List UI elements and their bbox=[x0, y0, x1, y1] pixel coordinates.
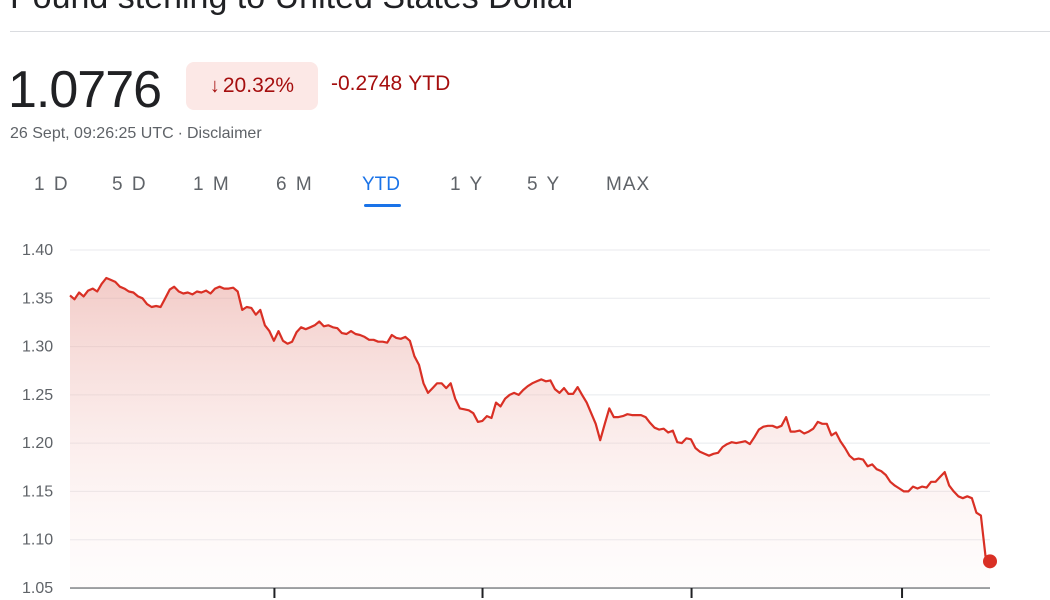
change-period: YTD bbox=[408, 72, 451, 95]
change-percent-badge: ↓ 20.32% bbox=[186, 62, 318, 110]
y-tick-label: 1.20 bbox=[22, 435, 53, 452]
current-price: 1.0776 bbox=[8, 61, 162, 119]
title-divider bbox=[10, 31, 1050, 32]
price-chart[interactable]: 1.40 1.35 1.30 1.25 1.20 1.15 1.10 1.05 bbox=[0, 230, 1050, 600]
y-tick-label: 1.15 bbox=[22, 483, 53, 500]
range-tabs: 1 D 5 D 1 M 6 M YTD 1 Y 5 Y MAX bbox=[0, 174, 700, 210]
tab-1d[interactable]: 1 D bbox=[34, 174, 70, 195]
down-arrow-icon: ↓ bbox=[209, 74, 220, 97]
y-tick-label: 1.35 bbox=[22, 290, 53, 307]
y-tick-label: 1.30 bbox=[22, 339, 53, 356]
page-title: Pound sterling to United States Dollar bbox=[10, 0, 577, 17]
y-tick-label: 1.10 bbox=[22, 532, 53, 549]
change-percent: 20.32% bbox=[222, 74, 295, 97]
y-tick-label: 1.05 bbox=[22, 580, 53, 597]
y-tick-label: 1.40 bbox=[22, 242, 53, 259]
tab-6m[interactable]: 6 M bbox=[276, 174, 314, 195]
timestamp-line: 26 Sept, 09:26:25 UTC · Disclaimer bbox=[10, 125, 262, 143]
x-axis-ticks bbox=[273, 588, 904, 598]
tab-max[interactable]: MAX bbox=[606, 174, 651, 195]
timestamp: 26 Sept, 09:26:25 UTC bbox=[10, 125, 174, 142]
price-area bbox=[70, 278, 990, 588]
disclaimer-link[interactable]: Disclaimer bbox=[186, 125, 262, 142]
tab-5y[interactable]: 5 Y bbox=[527, 174, 562, 195]
change-absolute-value: -0.2748 bbox=[331, 72, 403, 95]
tab-5d[interactable]: 5 D bbox=[112, 174, 148, 195]
y-tick-label: 1.25 bbox=[22, 387, 53, 404]
change-absolute: -0.2748 YTD bbox=[331, 72, 450, 96]
tab-1y[interactable]: 1 Y bbox=[450, 174, 485, 195]
latest-price-dot bbox=[983, 554, 997, 569]
price-line bbox=[69, 276, 991, 563]
tab-ytd[interactable]: YTD bbox=[362, 174, 400, 195]
active-tab-indicator bbox=[364, 204, 401, 207]
tab-1m[interactable]: 1 M bbox=[193, 174, 231, 195]
separator: · bbox=[177, 125, 183, 142]
y-axis: 1.40 1.35 1.30 1.25 1.20 1.15 1.10 1.05 bbox=[22, 242, 53, 597]
